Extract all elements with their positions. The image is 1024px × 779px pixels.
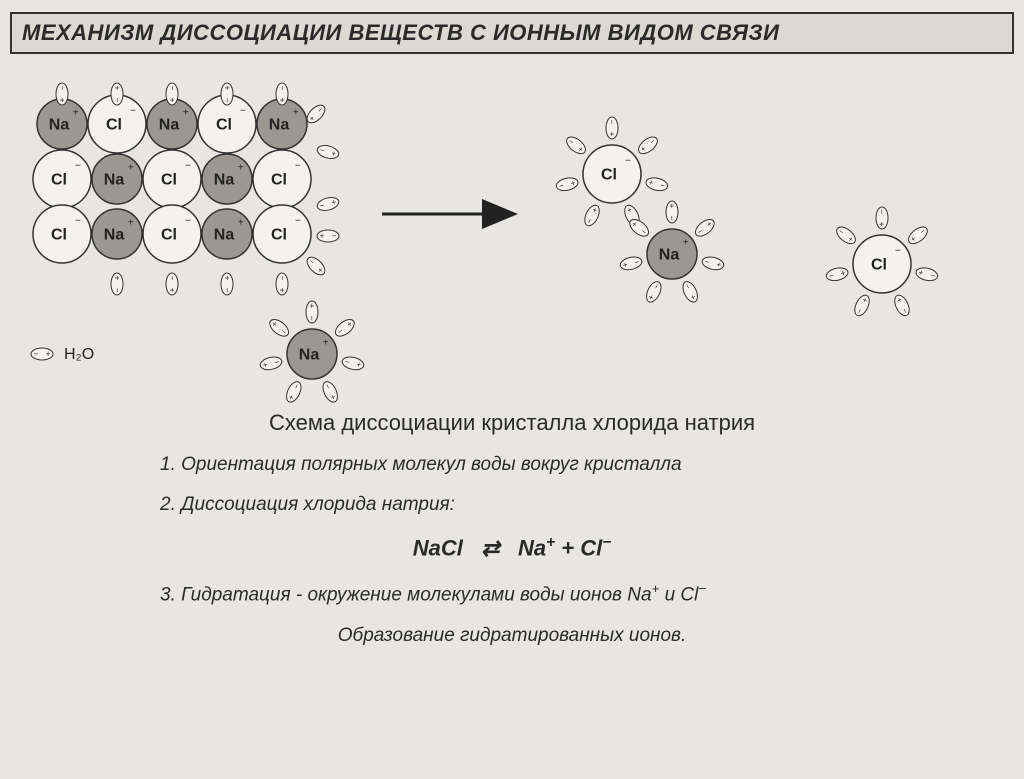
dissociation-diagram: Na+Cl−Na+Cl−Na+Cl−Na+Cl−Na+Cl−Cl−Na+Cl−N… [12,64,1012,404]
svg-text:Cl: Cl [871,257,887,274]
svg-text:+: + [320,232,325,241]
svg-text:−: − [278,276,287,281]
eq-rhs2-sup: − [602,534,611,551]
svg-text:Cl: Cl [161,172,177,189]
svg-text:+: + [278,98,287,103]
svg-text:−: − [240,105,246,116]
diagram-caption: Схема диссоциации кристалла хлорида натр… [0,410,1024,436]
svg-text:+: + [668,203,677,208]
final-line: Образование гидратированных ионов. [0,625,1024,647]
svg-text:−: − [625,155,631,166]
svg-text:−: − [113,98,122,103]
svg-text:−: − [34,350,39,359]
svg-text:−: − [185,160,191,171]
svg-text:−: − [878,209,887,214]
svg-text:+: + [113,276,122,281]
dissociation-equation: NaCl ⇄ Na+ + Cl− [0,534,1024,561]
svg-text:Na: Na [214,227,235,244]
svg-text:−: − [332,232,337,241]
svg-text:+: + [608,131,617,136]
step-3-wrap: 3. Гидратация - окружение молекулами вод… [160,581,1024,606]
svg-text:−: − [168,276,177,281]
svg-text:−: − [668,215,677,220]
svg-text:Cl: Cl [601,167,617,184]
step-3: 3. Гидратация - окружение молекулами вод… [160,581,1024,606]
svg-text:Na: Na [214,172,235,189]
svg-text:Na: Na [49,117,70,134]
svg-text:+: + [46,350,51,359]
step-1: 1. Ориентация полярных молекул воды вокр… [160,454,1024,476]
svg-text:−: − [168,86,177,91]
svg-text:+: + [168,288,177,293]
svg-text:−: − [308,315,317,320]
svg-text:−: − [130,105,136,116]
eq-rhs1-sup: + [546,534,555,551]
svg-text:+: + [278,288,287,293]
svg-text:Na: Na [159,117,180,134]
svg-text:+: + [238,162,244,173]
eq-rhs2: Cl [580,535,602,560]
svg-text:+: + [128,217,134,228]
svg-text:−: − [608,119,617,124]
svg-text:H₂O: H₂O [64,346,94,363]
svg-text:Na: Na [104,227,125,244]
svg-text:Cl: Cl [161,227,177,244]
svg-text:Na: Na [269,117,290,134]
eq-arrow: ⇄ [481,535,499,560]
svg-text:+: + [128,162,134,173]
svg-text:−: − [895,245,901,256]
svg-text:+: + [683,237,689,248]
svg-text:+: + [168,98,177,103]
svg-text:Cl: Cl [51,227,67,244]
step-3-and: и Cl [665,585,699,606]
svg-text:+: + [878,221,887,226]
svg-text:Cl: Cl [106,117,122,134]
eq-plus: + [561,535,580,560]
svg-text:−: − [295,215,301,226]
svg-text:+: + [238,217,244,228]
svg-text:+: + [58,98,67,103]
svg-text:Na: Na [104,172,125,189]
svg-text:−: − [75,160,81,171]
step-2: 2. Диссоциация хлорида натрия: [160,494,1024,516]
svg-text:Na: Na [299,347,320,364]
svg-text:+: + [308,303,317,308]
svg-text:−: − [223,98,232,103]
svg-text:Cl: Cl [271,227,287,244]
svg-text:+: + [183,107,189,118]
svg-text:−: − [223,288,232,293]
svg-text:+: + [223,86,232,91]
svg-text:−: − [295,160,301,171]
svg-text:Cl: Cl [216,117,232,134]
svg-text:+: + [73,107,79,118]
svg-text:−: − [185,215,191,226]
steps-list: 1. Ориентация полярных молекул воды вокр… [160,454,1024,516]
svg-text:−: − [75,215,81,226]
page-title: МЕХАНИЗМ ДИССОЦИАЦИИ ВЕЩЕСТВ С ИОННЫМ ВИ… [10,12,1014,54]
step-3-prefix: 3. Гидратация - окружение молекулами вод… [160,585,652,606]
diagram-svg: Na+Cl−Na+Cl−Na+Cl−Na+Cl−Na+Cl−Cl−Na+Cl−N… [12,64,1012,404]
svg-text:−: − [113,288,122,293]
svg-text:Cl: Cl [271,172,287,189]
svg-text:+: + [113,86,122,91]
eq-rhs1: Na [518,535,546,560]
svg-text:+: + [293,107,299,118]
svg-text:−: − [278,86,287,91]
svg-text:+: + [223,276,232,281]
svg-text:−: − [58,86,67,91]
eq-lhs: NaCl [413,535,463,560]
svg-text:Na: Na [659,247,680,264]
svg-text:+: + [323,337,329,348]
svg-text:Cl: Cl [51,172,67,189]
